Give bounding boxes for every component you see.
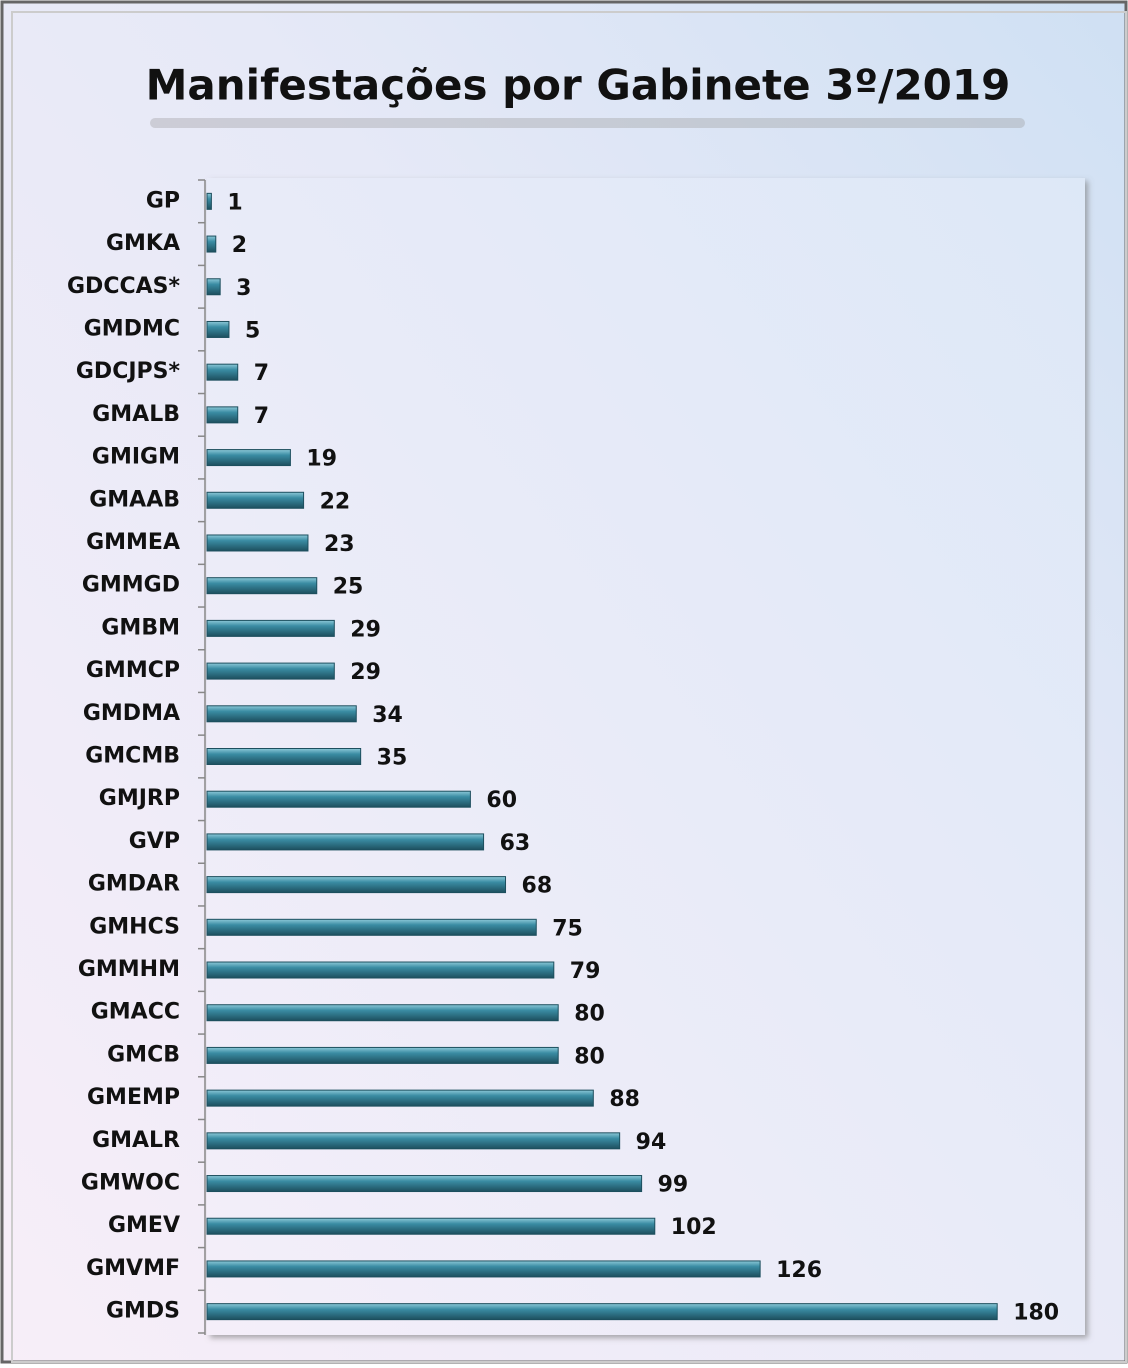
panel-inner bbox=[11, 11, 1127, 1363]
value-label: 2 bbox=[232, 233, 247, 258]
bar bbox=[206, 363, 239, 381]
value-label: 35 bbox=[377, 746, 408, 771]
bar bbox=[206, 748, 362, 765]
bar bbox=[206, 1132, 621, 1150]
value-label: 22 bbox=[320, 489, 351, 514]
bar bbox=[206, 918, 537, 936]
value-label: 68 bbox=[522, 874, 553, 899]
bar bbox=[206, 192, 212, 210]
bar bbox=[206, 876, 507, 894]
y-tick-label: GMJRP bbox=[99, 786, 180, 811]
y-tick-label: GMALB bbox=[92, 402, 180, 427]
bar bbox=[206, 235, 217, 253]
bar bbox=[206, 705, 357, 723]
bar bbox=[206, 1046, 559, 1064]
value-label: 75 bbox=[552, 916, 583, 941]
value-label: 3 bbox=[236, 276, 251, 301]
bar bbox=[206, 491, 305, 509]
bar bbox=[206, 534, 309, 552]
y-tick-label: GMMGD bbox=[82, 573, 180, 598]
value-label: 94 bbox=[636, 1130, 667, 1155]
bar bbox=[206, 278, 221, 296]
value-label: 80 bbox=[574, 1044, 605, 1069]
value-label: 19 bbox=[306, 447, 337, 472]
bar bbox=[206, 577, 318, 595]
y-tick-label: GMCMB bbox=[85, 744, 180, 769]
y-tick-label: GMDAR bbox=[88, 872, 180, 897]
bar bbox=[206, 449, 291, 467]
value-label: 1 bbox=[227, 190, 242, 215]
y-tick-label: GMDS bbox=[106, 1299, 180, 1324]
bar bbox=[206, 790, 471, 808]
value-label: 29 bbox=[350, 660, 381, 685]
y-tick-label: GMALR bbox=[92, 1128, 180, 1153]
value-label: 25 bbox=[333, 575, 364, 600]
bar bbox=[206, 1217, 656, 1235]
bar bbox=[206, 662, 335, 680]
value-label: 7 bbox=[254, 361, 269, 386]
bar bbox=[206, 619, 335, 637]
y-tick-label: GMDMA bbox=[83, 701, 180, 726]
value-label: 79 bbox=[570, 959, 601, 984]
value-label: 80 bbox=[574, 1002, 605, 1027]
y-tick-label: GMMCP bbox=[86, 658, 180, 683]
y-tick-label: GVP bbox=[129, 829, 180, 854]
value-label: 7 bbox=[254, 404, 269, 429]
value-label: 180 bbox=[1013, 1301, 1059, 1326]
y-tick-label: GDCJPS* bbox=[76, 359, 181, 384]
bar bbox=[206, 1004, 559, 1022]
y-tick-label: GMMEA bbox=[86, 530, 180, 555]
y-tick-label: GMBM bbox=[101, 615, 180, 640]
y-tick-label: GP bbox=[146, 188, 180, 213]
value-label: 88 bbox=[609, 1087, 640, 1112]
y-tick-label: GMDMC bbox=[84, 316, 180, 341]
y-tick-label: GMMHM bbox=[78, 957, 180, 982]
y-tick-label: GMEV bbox=[108, 1213, 180, 1238]
y-tick-label: GMIGM bbox=[92, 445, 180, 470]
bar bbox=[206, 1175, 643, 1193]
value-label: 34 bbox=[372, 703, 403, 728]
value-label: 99 bbox=[658, 1173, 689, 1198]
y-tick-label: GMACC bbox=[91, 1000, 180, 1025]
title-shadow bbox=[150, 118, 1025, 128]
y-tick-label: GMAAB bbox=[89, 487, 180, 512]
value-label: 126 bbox=[776, 1258, 822, 1283]
bar bbox=[206, 1303, 998, 1321]
bar bbox=[206, 1089, 594, 1107]
chart-title: Manifestações por Gabinete 3º/2019 bbox=[146, 61, 1011, 110]
y-tick-label: GMVMF bbox=[86, 1256, 180, 1281]
bar bbox=[206, 961, 555, 979]
y-tick-label: GMCB bbox=[107, 1042, 180, 1067]
bar bbox=[206, 1260, 761, 1278]
value-label: 60 bbox=[486, 788, 517, 813]
bar bbox=[206, 406, 239, 424]
y-tick-label: GMEMP bbox=[87, 1085, 180, 1110]
value-label: 5 bbox=[245, 318, 260, 343]
value-label: 29 bbox=[350, 617, 381, 642]
bar bbox=[206, 320, 230, 338]
value-label: 102 bbox=[671, 1215, 717, 1240]
y-tick-label: GMHCS bbox=[89, 914, 180, 939]
value-label: 23 bbox=[324, 532, 355, 557]
y-tick-label: GMKA bbox=[106, 231, 180, 256]
value-label: 63 bbox=[500, 831, 531, 856]
y-tick-label: GDCCAS* bbox=[67, 274, 180, 299]
bar bbox=[206, 833, 485, 851]
y-tick-label: GMWOC bbox=[81, 1171, 180, 1196]
